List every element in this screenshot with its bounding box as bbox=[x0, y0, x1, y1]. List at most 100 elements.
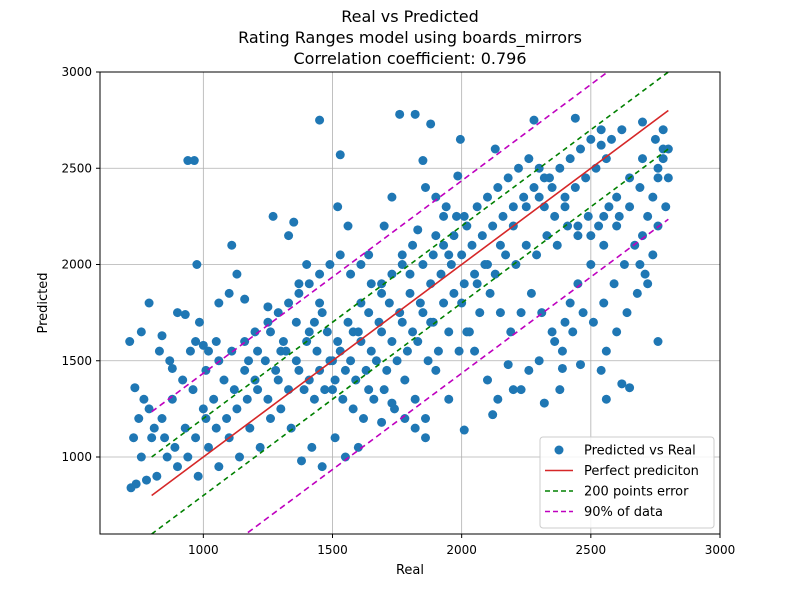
scatter-point bbox=[413, 225, 423, 235]
scatter-point bbox=[333, 202, 343, 212]
scatter-point bbox=[516, 385, 526, 395]
legend-box bbox=[539, 436, 715, 529]
scatter-point bbox=[475, 308, 485, 318]
scatter-point bbox=[472, 279, 482, 289]
scatter-point bbox=[483, 192, 492, 202]
scatter-point bbox=[333, 337, 343, 346]
scatter-point bbox=[263, 317, 273, 327]
scatter-point bbox=[658, 154, 668, 164]
x-tick-label: 1000 bbox=[188, 543, 219, 557]
scatter-point bbox=[297, 456, 306, 466]
scatter-point bbox=[521, 202, 531, 212]
scatter-point bbox=[276, 404, 286, 414]
scatter-point bbox=[421, 414, 430, 423]
scatter-point bbox=[576, 360, 585, 370]
y-tick-label: 1500 bbox=[61, 354, 92, 368]
scatter-point bbox=[157, 331, 167, 341]
scatter-point bbox=[594, 221, 604, 231]
scatter-point bbox=[240, 294, 250, 304]
scatter-point bbox=[229, 385, 239, 395]
scatter-point bbox=[607, 134, 616, 144]
scatter-point bbox=[550, 337, 560, 346]
reference-line bbox=[151, 72, 609, 413]
scatter-point bbox=[599, 240, 609, 250]
scatter-point bbox=[405, 269, 415, 279]
scatter-point bbox=[421, 183, 430, 192]
scatter-point bbox=[441, 202, 451, 212]
scatter-point bbox=[284, 231, 294, 241]
scatter-point bbox=[192, 260, 202, 269]
scatter-point bbox=[232, 404, 242, 414]
scatter-point bbox=[653, 173, 663, 183]
scatter-point bbox=[490, 144, 500, 154]
scatter-point bbox=[653, 337, 663, 346]
scatter-point bbox=[253, 346, 263, 356]
scatter-point bbox=[431, 365, 441, 375]
scatter-point bbox=[617, 125, 627, 135]
scatter-point bbox=[503, 173, 513, 183]
scatter-point bbox=[547, 327, 557, 337]
scatter-point bbox=[348, 404, 358, 414]
scatter-point bbox=[493, 394, 503, 404]
scatter-point bbox=[490, 269, 500, 279]
scatter-point bbox=[188, 385, 198, 395]
scatter-point bbox=[532, 250, 542, 260]
scatter-point bbox=[501, 250, 511, 260]
scatter-point bbox=[144, 298, 154, 308]
scatter-point bbox=[421, 433, 430, 443]
scatter-point bbox=[612, 327, 622, 337]
scatter-point bbox=[545, 173, 554, 183]
scatter-point bbox=[157, 414, 167, 423]
scatter-point bbox=[346, 269, 356, 279]
scatter-point bbox=[147, 433, 157, 443]
scatter-point bbox=[612, 192, 622, 202]
scatter-point bbox=[449, 288, 459, 298]
chart-title-line-3: Correlation coefficient: 0.796 bbox=[294, 49, 527, 68]
legend: Predicted vs Real Perfect prediciton 200 p… bbox=[539, 436, 715, 529]
scatter-point bbox=[508, 385, 518, 395]
scatter-point bbox=[284, 298, 294, 308]
scatter-point bbox=[149, 423, 159, 433]
x-tick-label: 1500 bbox=[317, 543, 348, 557]
scatter-point bbox=[194, 317, 204, 327]
scatter-point bbox=[180, 423, 190, 433]
scatter-point bbox=[586, 231, 596, 241]
scatter-point bbox=[524, 365, 534, 375]
scatter-point bbox=[431, 192, 441, 202]
scatter-point bbox=[519, 192, 529, 202]
scatter-point bbox=[167, 394, 177, 404]
scatter-point bbox=[498, 211, 508, 221]
scatter-point bbox=[125, 337, 135, 346]
scatter-point bbox=[227, 240, 237, 250]
scatter-point bbox=[315, 115, 325, 125]
scatter-point bbox=[480, 260, 490, 269]
scatter-point bbox=[565, 298, 575, 308]
scatter-point bbox=[384, 298, 394, 308]
scatter-point bbox=[361, 365, 371, 375]
scatter-point bbox=[167, 363, 177, 373]
scatter-point bbox=[588, 317, 598, 327]
scatter-point bbox=[568, 327, 578, 337]
scatter-point bbox=[136, 452, 146, 462]
scatter-point bbox=[139, 394, 149, 404]
scatter-point bbox=[534, 356, 544, 366]
scatter-point bbox=[457, 250, 467, 260]
scatter-point bbox=[245, 423, 255, 433]
scatter-point bbox=[369, 394, 379, 404]
scatter-point bbox=[459, 211, 469, 221]
scatter-point bbox=[635, 183, 645, 192]
scatter-point bbox=[402, 346, 412, 356]
scatter-point bbox=[601, 154, 611, 164]
scatter-point bbox=[307, 442, 317, 452]
scatter-point bbox=[189, 156, 199, 166]
scatter-point bbox=[302, 260, 312, 269]
reference-line bbox=[244, 218, 669, 534]
scatter-point bbox=[191, 337, 201, 346]
scatter-point bbox=[278, 337, 288, 346]
scatter-point bbox=[335, 250, 345, 260]
scatter-point bbox=[142, 475, 151, 485]
scatter-point bbox=[599, 298, 609, 308]
scatter-point bbox=[635, 260, 645, 269]
scatter-point bbox=[198, 404, 208, 414]
scatter-point bbox=[209, 394, 219, 404]
